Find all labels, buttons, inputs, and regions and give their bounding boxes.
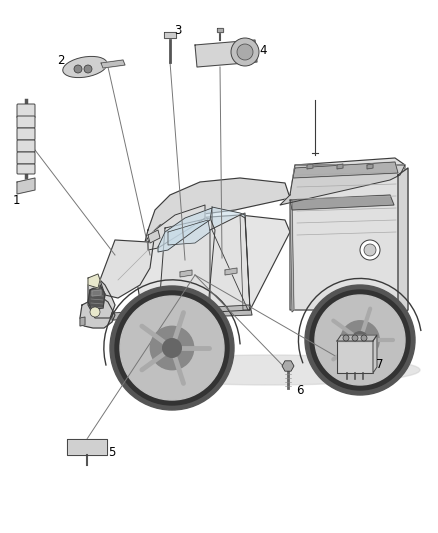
Polygon shape	[280, 165, 405, 205]
Polygon shape	[80, 296, 115, 328]
FancyBboxPatch shape	[17, 164, 35, 174]
Polygon shape	[212, 207, 250, 310]
Polygon shape	[88, 280, 115, 318]
Circle shape	[115, 291, 229, 405]
Ellipse shape	[120, 355, 420, 385]
Circle shape	[364, 244, 376, 256]
Circle shape	[343, 335, 349, 341]
Polygon shape	[80, 317, 85, 326]
Circle shape	[150, 326, 194, 370]
Polygon shape	[101, 60, 125, 68]
Circle shape	[352, 332, 368, 348]
Text: 5: 5	[108, 446, 116, 458]
Circle shape	[352, 335, 358, 341]
Circle shape	[361, 335, 367, 341]
Polygon shape	[373, 335, 377, 373]
Polygon shape	[158, 208, 212, 252]
Circle shape	[310, 290, 410, 390]
Polygon shape	[180, 270, 192, 277]
Polygon shape	[92, 290, 101, 296]
Text: 4: 4	[259, 44, 267, 56]
Polygon shape	[164, 32, 176, 38]
Circle shape	[237, 44, 253, 60]
Polygon shape	[240, 213, 250, 310]
Circle shape	[84, 65, 92, 73]
Polygon shape	[88, 274, 100, 288]
FancyBboxPatch shape	[17, 128, 35, 140]
Polygon shape	[293, 162, 398, 178]
Text: 6: 6	[296, 384, 304, 398]
Circle shape	[231, 38, 259, 66]
Polygon shape	[145, 178, 290, 242]
Circle shape	[360, 240, 380, 260]
Polygon shape	[195, 40, 257, 67]
Polygon shape	[290, 200, 294, 312]
Polygon shape	[337, 335, 377, 341]
Polygon shape	[148, 230, 160, 243]
Text: 2: 2	[57, 53, 65, 67]
Circle shape	[110, 286, 234, 410]
Polygon shape	[225, 268, 237, 275]
Circle shape	[90, 307, 100, 317]
FancyBboxPatch shape	[17, 140, 35, 152]
Text: 1: 1	[12, 193, 20, 206]
FancyBboxPatch shape	[17, 116, 35, 128]
Polygon shape	[290, 195, 394, 210]
FancyBboxPatch shape	[17, 104, 35, 118]
Circle shape	[341, 321, 379, 359]
Polygon shape	[210, 215, 250, 312]
Polygon shape	[112, 305, 252, 320]
Polygon shape	[282, 361, 294, 371]
Polygon shape	[307, 164, 313, 169]
Polygon shape	[160, 218, 215, 312]
Polygon shape	[217, 28, 223, 32]
Polygon shape	[337, 341, 373, 373]
Circle shape	[120, 296, 224, 400]
Polygon shape	[398, 168, 408, 315]
Circle shape	[305, 285, 415, 395]
Polygon shape	[367, 164, 373, 169]
Polygon shape	[148, 205, 205, 250]
Polygon shape	[135, 215, 290, 315]
Polygon shape	[100, 232, 155, 298]
Circle shape	[74, 65, 82, 73]
Polygon shape	[67, 439, 107, 455]
Text: 7: 7	[376, 359, 384, 372]
Circle shape	[315, 295, 405, 385]
Polygon shape	[17, 178, 35, 194]
Circle shape	[162, 338, 181, 357]
Polygon shape	[337, 164, 343, 169]
FancyBboxPatch shape	[17, 152, 35, 164]
Polygon shape	[168, 220, 210, 245]
Polygon shape	[88, 285, 105, 310]
Text: 3: 3	[174, 23, 182, 36]
Polygon shape	[290, 158, 405, 310]
Ellipse shape	[63, 56, 107, 78]
